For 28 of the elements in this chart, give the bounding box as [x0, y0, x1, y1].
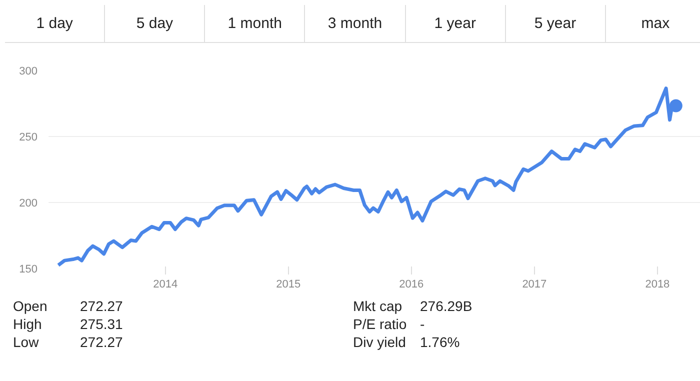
text: 5 year: [504, 5, 605, 42]
x-tick-label: 2014: [153, 278, 178, 290]
x-tick-label: 2017: [522, 278, 547, 290]
text: 272.27: [79, 333, 124, 351]
y-tick-label: 300: [19, 66, 38, 78]
text: Low: [13, 333, 40, 351]
y-tick-label: 150: [19, 264, 38, 276]
text: 275.31: [79, 315, 124, 333]
text: 272.27: [79, 297, 124, 315]
text: High: [13, 315, 43, 333]
text: 1 year: [404, 5, 505, 42]
text: -: [419, 315, 426, 333]
text: Mkt cap: [353, 297, 404, 315]
y-tick-label: 200: [19, 198, 38, 210]
text: 1 month: [204, 5, 304, 42]
text: 276.29B: [419, 297, 474, 315]
text: 1.76%: [419, 333, 461, 351]
text: 1 day: [35, 14, 74, 34]
text: 5 day: [104, 5, 204, 42]
text: max: [604, 5, 700, 42]
text: Div yield: [353, 333, 407, 351]
text: Open: [13, 297, 48, 315]
text: P/E ratio: [353, 315, 408, 333]
x-tick-label: 2016: [399, 278, 424, 290]
text: 3 month: [304, 5, 405, 42]
x-tick-label: 2018: [645, 278, 670, 290]
y-tick-label: 250: [19, 132, 38, 144]
x-tick-label: 2015: [276, 278, 301, 290]
